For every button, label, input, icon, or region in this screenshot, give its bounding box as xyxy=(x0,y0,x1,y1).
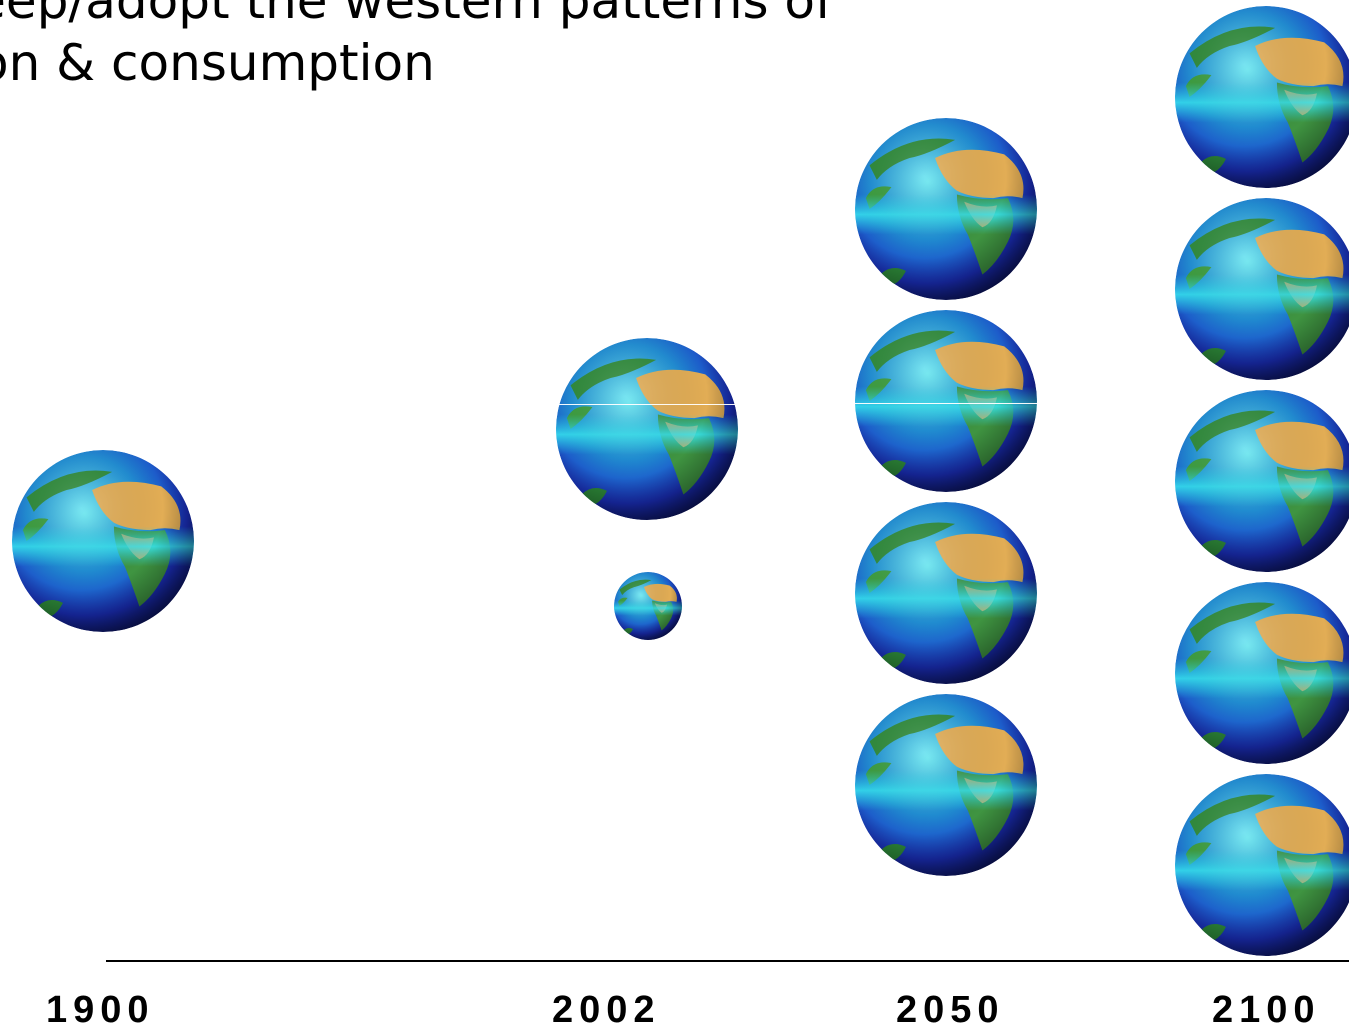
earth-globe-icon xyxy=(1175,390,1349,572)
earth-globe-icon xyxy=(556,338,738,520)
earth-globe-icon xyxy=(12,450,194,632)
slide-title: keep/adopt the western patterns of on & … xyxy=(0,0,978,94)
scan-line xyxy=(855,403,1037,404)
earth-globe-icon xyxy=(1175,774,1349,956)
timeline-axis xyxy=(106,960,1349,962)
earth-globe-icon xyxy=(855,118,1037,300)
earth-globe-icon xyxy=(855,310,1037,492)
title-line-2: on & consumption xyxy=(0,34,435,92)
year-label-2050: 2050 xyxy=(896,989,1005,1031)
year-label-1900: 1900 xyxy=(46,989,155,1031)
title-line-1: keep/adopt the western patterns of xyxy=(0,0,833,30)
earth-globe-icon xyxy=(1175,6,1349,188)
scan-line xyxy=(556,404,738,405)
year-label-2002: 2002 xyxy=(552,989,661,1031)
earth-globe-small-icon xyxy=(614,572,682,640)
earth-globe-icon xyxy=(1175,582,1349,764)
earth-globe-icon xyxy=(855,694,1037,876)
earth-globe-icon xyxy=(1175,198,1349,380)
year-label-2100: 2100 xyxy=(1212,989,1321,1031)
earth-globe-icon xyxy=(855,502,1037,684)
